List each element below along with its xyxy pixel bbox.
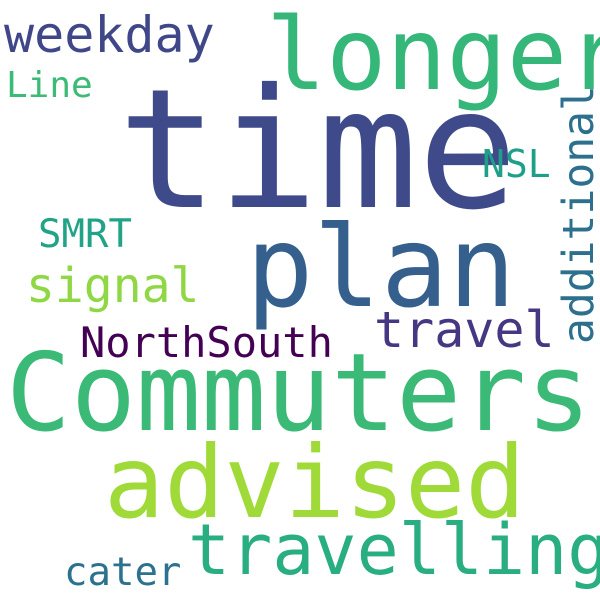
word-northsouth: NorthSouth [80, 318, 333, 367]
word-weekday: weekday [4, 6, 215, 64]
word-nsl: NSL [482, 142, 551, 186]
word-advised: advised [104, 424, 526, 541]
word-travel: travel [374, 301, 555, 359]
word-time: time [118, 54, 518, 247]
word-signal: signal [26, 258, 200, 314]
word-line: Line [6, 65, 93, 106]
word-cater: cater [64, 550, 182, 595]
word-travelling: travelling [188, 509, 600, 591]
word-commuters: Commuters [6, 331, 592, 456]
word-smrt: SMRT [38, 212, 132, 257]
word-longer: longer [266, 0, 600, 113]
word-plan: plan [246, 203, 516, 333]
word-additional: additional [554, 85, 600, 344]
